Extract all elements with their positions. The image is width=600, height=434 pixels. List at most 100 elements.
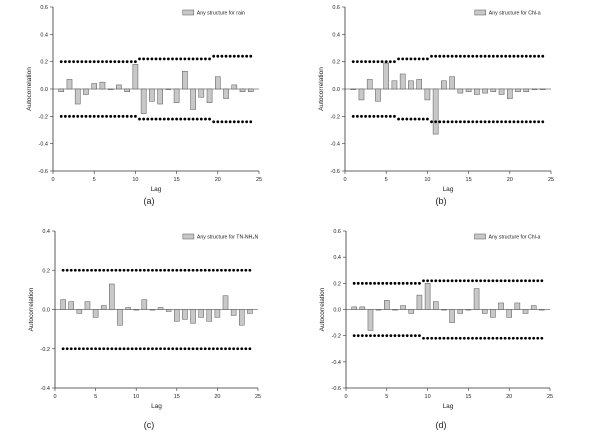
panel-caption: (c) [144, 420, 155, 430]
confidence-dot-upper [471, 279, 474, 283]
confidence-dot-upper [471, 54, 475, 58]
confidence-dot-lower [59, 114, 63, 118]
confidence-dot-lower [199, 347, 203, 351]
confidence-dot-upper [237, 54, 240, 58]
confidence-dot-upper [244, 268, 248, 272]
x-axis-label: Lag [443, 186, 454, 193]
y-tick-label: -0.2 [41, 347, 50, 353]
confidence-dot-lower [237, 120, 240, 124]
confidence-dot-upper [162, 57, 166, 61]
confidence-dot-lower [187, 347, 191, 351]
confidence-dot-lower [438, 120, 442, 124]
confidence-dot-lower [240, 347, 244, 351]
confidence-dot-lower [467, 336, 470, 340]
confidence-dot-lower [520, 336, 523, 340]
confidence-dot-upper [203, 268, 207, 272]
confidence-dot-upper [393, 60, 396, 64]
acf-bar [523, 88, 530, 92]
confidence-dot-upper [442, 279, 446, 283]
confidence-dot-upper [117, 60, 121, 64]
confidence-dot-lower [191, 117, 195, 121]
confidence-dot-lower [524, 336, 527, 340]
confidence-dot-lower [204, 117, 207, 121]
confidence-dot-lower [430, 120, 433, 124]
acf-bar [84, 301, 91, 310]
confidence-dot-lower [360, 114, 363, 118]
confidence-dot-lower [167, 347, 171, 351]
acf-bar [198, 88, 205, 98]
confidence-dot-lower [487, 120, 491, 124]
confidence-dot-lower [508, 120, 512, 124]
confidence-dot-upper [389, 281, 393, 285]
confidence-dot-lower [102, 347, 106, 351]
confidence-dot-upper [146, 57, 150, 61]
confidence-dot-lower [211, 347, 215, 351]
chart-panel-2: -0.6 -0.4 -0.2 0.0 0.2 0.4 0.6 0 5 10 15 20 25 Lag Aut… [318, 5, 554, 206]
confidence-dot-upper [434, 54, 438, 58]
acf-bar [465, 309, 472, 311]
confidence-dot-lower [516, 120, 520, 124]
confidence-dot-lower [541, 120, 545, 124]
legend-label: Any structure for Chl-a [489, 235, 541, 241]
acf-bar [206, 88, 213, 103]
confidence-dot-lower [183, 347, 187, 351]
confidence-dot-upper [65, 268, 69, 272]
acf-bar [117, 309, 123, 326]
confidence-dot-upper [158, 57, 162, 61]
confidence-dot-upper [224, 54, 228, 58]
confidence-dot-upper [393, 281, 397, 285]
x-tick-label: 25 [255, 394, 261, 400]
acf-bar [424, 88, 431, 101]
confidence-dot-upper [528, 279, 531, 283]
confidence-dot-lower [61, 347, 65, 351]
confidence-dot-lower [418, 334, 421, 338]
confidence-dot-upper [397, 57, 400, 61]
acf-bar [481, 309, 488, 314]
confidence-dot-upper [462, 279, 466, 283]
confidence-dot-lower [228, 347, 231, 351]
confidence-dot-lower [179, 347, 183, 351]
legend-swatch [474, 9, 487, 16]
confidence-dot-upper [405, 281, 409, 285]
confidence-dot-lower [158, 117, 162, 121]
confidence-dot-upper [418, 281, 421, 285]
panel-caption: (a) [144, 196, 155, 206]
confidence-dot-upper [224, 268, 227, 272]
acf-bar [182, 70, 188, 90]
acf-bar [432, 88, 439, 135]
confidence-dot-upper [529, 54, 532, 58]
acf-bar [141, 299, 148, 310]
acf-bar [522, 309, 529, 314]
x-axis-label: Lag [151, 186, 162, 193]
acf-bar [457, 88, 464, 94]
confidence-dot-lower [372, 114, 376, 118]
confidence-dot-upper [88, 60, 92, 64]
acf-bar [358, 88, 365, 101]
acf-bar [498, 302, 504, 310]
confidence-dot-lower [515, 336, 519, 340]
acf-bar [125, 307, 131, 310]
chart-panel-4: -0.6 -0.4 -0.2 0.0 0.2 0.4 0.6 0 5 10 15 20 25 Lag Aut… [319, 229, 553, 430]
confidence-dot-upper [355, 60, 359, 64]
chart-panel-3: -0.4 -0.2 0.0 0.2 0.4 0 5 10 15 20 25 Lag Autocorrel… [28, 229, 261, 430]
confidence-dot-upper [101, 60, 104, 64]
confidence-dot-lower [69, 347, 73, 351]
confidence-dot-lower [351, 114, 355, 118]
confidence-dot-upper [98, 268, 102, 272]
acf-bar [132, 64, 139, 90]
acf-bar [140, 88, 147, 114]
x-tick-label: 0 [343, 177, 346, 183]
confidence-dot-lower [171, 347, 175, 351]
y-tick-label: 0.6 [333, 229, 341, 235]
confidence-dot-upper [368, 60, 372, 64]
acf-bar [214, 309, 221, 318]
confidence-dot-upper [204, 57, 207, 61]
acf-bar [133, 309, 139, 311]
y-axis-label: Autocorrelation [26, 67, 33, 111]
confidence-dot-upper [422, 279, 425, 283]
confidence-dot-upper [171, 57, 174, 61]
confidence-dot-upper [249, 54, 253, 58]
confidence-dot-upper [384, 60, 388, 64]
confidence-dot-lower [155, 347, 158, 351]
confidence-dot-lower [236, 347, 240, 351]
